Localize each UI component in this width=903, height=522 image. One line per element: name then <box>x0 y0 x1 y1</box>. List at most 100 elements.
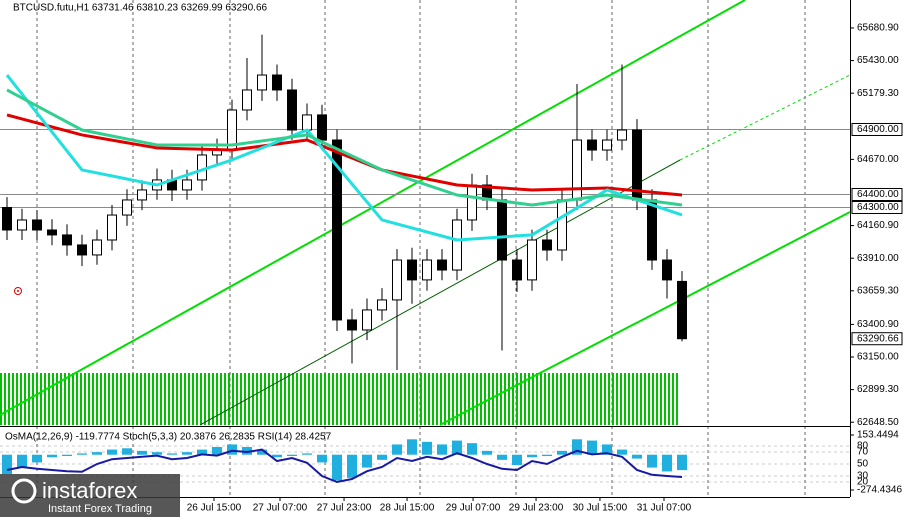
y-tick-label: 63910.00 <box>857 253 899 264</box>
osma-bar <box>497 454 507 460</box>
candle-body <box>647 199 657 261</box>
osma-bar <box>242 447 252 455</box>
osma-bar <box>392 444 402 455</box>
osma-bar <box>347 454 357 478</box>
candle-body <box>662 259 672 281</box>
moving-averages <box>5 74 683 242</box>
x-tick-label: 27 Jul 07:00 <box>253 503 308 514</box>
candle-body <box>257 74 267 91</box>
volume-strip <box>0 373 678 425</box>
y-tick-label: 64160.90 <box>857 220 899 231</box>
osma-bar <box>332 454 342 481</box>
osma-bar <box>422 441 432 455</box>
y-tick-label: 65680.90 <box>857 23 899 34</box>
indicator-title: OsMA(12,26,9) -119.7774 Stoch(5,3,3) 20.… <box>5 432 332 443</box>
candle-body <box>407 259 417 281</box>
candle-body <box>182 179 192 191</box>
watermark-logo <box>11 478 37 504</box>
level-box <box>851 187 903 201</box>
osma-bar <box>617 449 627 455</box>
osma-bar <box>107 449 117 455</box>
y-tick-label: 64670.00 <box>857 154 899 165</box>
candle-body <box>62 234 72 246</box>
watermark-tagline: Instant Forex Trading <box>48 503 152 515</box>
candle-body <box>137 189 147 201</box>
osma-bar <box>512 454 522 466</box>
x-tick-label: 27 Jul 23:00 <box>317 503 372 514</box>
level-label: 64300.00 <box>857 202 899 213</box>
osma-bar <box>197 449 207 455</box>
level-label: 64400.00 <box>857 189 899 200</box>
osma-bar <box>212 447 222 455</box>
rsi-level-label: 20 <box>857 477 869 488</box>
osma-bar <box>647 454 657 468</box>
osma-bar <box>587 440 597 455</box>
y-tick-label: 63150.00 <box>857 352 899 363</box>
candle-body <box>542 239 552 251</box>
level-label: 64900.00 <box>857 124 899 135</box>
marker-dot <box>17 290 19 292</box>
candle-body <box>587 139 597 151</box>
candle-body <box>677 280 687 340</box>
osma-bar <box>2 454 12 475</box>
candle-body <box>572 139 582 201</box>
osma-bar <box>137 450 147 455</box>
osma-bar <box>542 454 552 457</box>
osma-bar <box>377 454 387 460</box>
watermark-brand: instaforex <box>42 478 137 503</box>
channel-middle <box>199 159 681 426</box>
osma-bar <box>182 452 192 455</box>
level-box <box>851 200 903 214</box>
level-box <box>851 122 903 136</box>
candle-body <box>242 89 252 111</box>
moving-average <box>5 74 683 242</box>
y-tick-label: 63659.30 <box>857 285 899 296</box>
osma-bar <box>302 453 312 455</box>
channel-lower <box>439 211 851 426</box>
indicator-panel <box>0 439 850 484</box>
candle-body <box>512 259 522 281</box>
candle-body <box>602 139 612 151</box>
y-tick-label: 63400.90 <box>857 319 899 330</box>
osma-bar <box>662 454 672 472</box>
candle-body <box>557 199 567 251</box>
y-tick-label: 62648.50 <box>857 417 899 428</box>
candle-body <box>77 244 87 256</box>
candle-body <box>527 239 537 281</box>
osma-bar <box>92 452 102 455</box>
osma-bar <box>17 454 27 468</box>
osma-bar <box>452 440 462 455</box>
candle-body <box>122 199 132 216</box>
osma-bar <box>287 454 297 457</box>
osma-bar <box>272 454 282 458</box>
candle-body <box>272 74 282 91</box>
osma-bar <box>77 453 87 455</box>
candle-body <box>2 206 12 231</box>
x-tick-label: 31 Jul 07:00 <box>637 503 692 514</box>
y-tick-label: 65430.00 <box>857 55 899 66</box>
osma-bar <box>47 454 57 458</box>
rsi-level-label: 30 <box>857 471 869 482</box>
y-tick-label: 65179.30 <box>857 88 899 99</box>
candle-body <box>107 214 117 241</box>
osma-bar <box>317 454 327 463</box>
watermark: instaforex Instant Forex Trading <box>0 474 180 517</box>
osma-bar <box>632 454 642 459</box>
osma-bar <box>482 450 492 455</box>
candle-body <box>392 259 402 301</box>
candle-body <box>332 139 342 321</box>
y-tick-label: 62899.30 <box>857 384 899 395</box>
candle-body <box>32 219 42 231</box>
rsi-level-label: 50 <box>857 459 869 470</box>
osma-tick-label: -274.4346 <box>857 485 902 496</box>
rsi-level-label: 80 <box>857 441 869 452</box>
x-tick-label: 26 Jul 15:00 <box>187 503 242 514</box>
candle-body <box>347 319 357 331</box>
osma-tick-label: 153.4494 <box>857 430 899 441</box>
osma-bar <box>122 448 132 455</box>
osma-bar <box>257 449 267 455</box>
candle-body <box>302 114 312 131</box>
candle-body <box>497 199 507 261</box>
